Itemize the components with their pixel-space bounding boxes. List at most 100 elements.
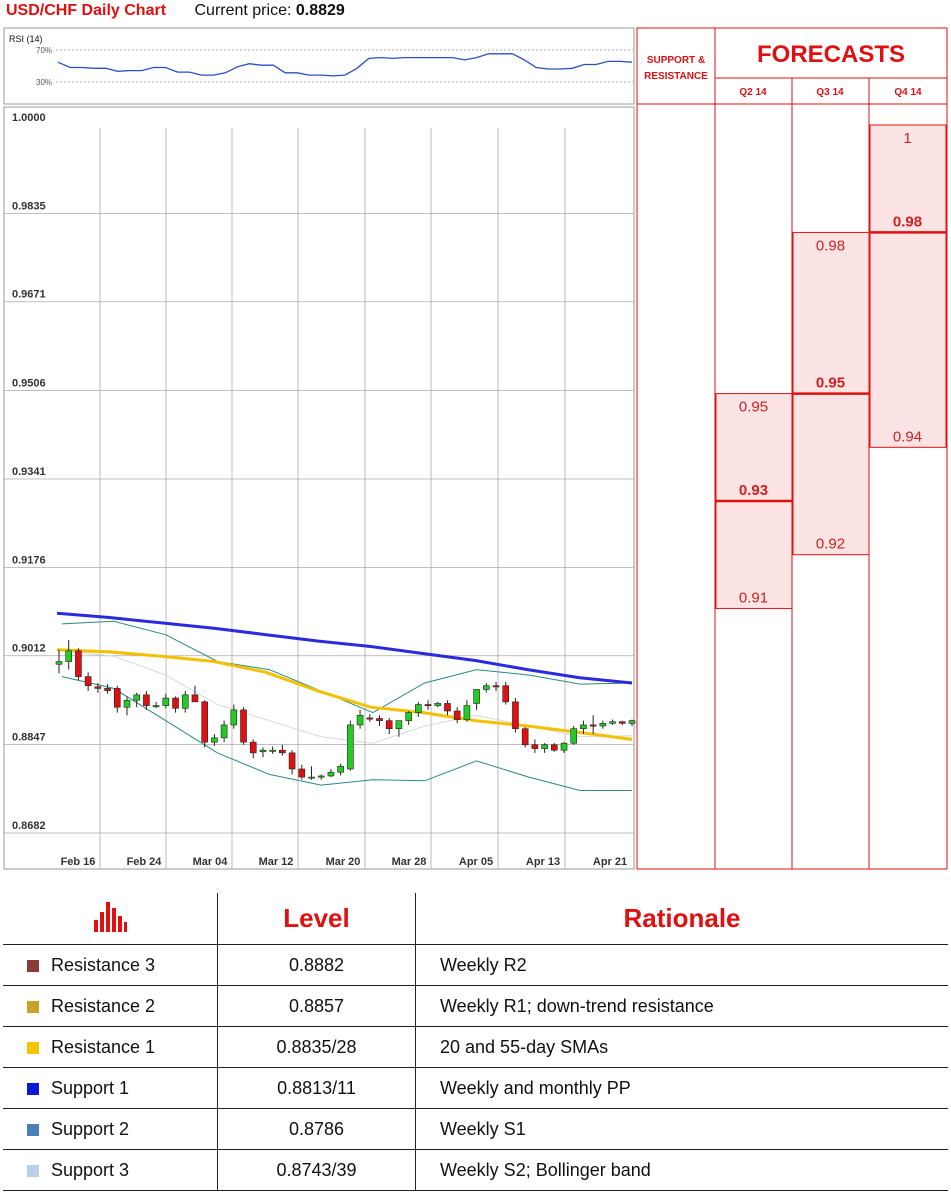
- forecast-range-3: 0.98 0.95 0.92: [792, 231, 870, 556]
- level-rationale: Weekly S1: [415, 1108, 948, 1150]
- quarter-q4-label: Q4 14: [894, 87, 922, 98]
- candle: [201, 700, 208, 748]
- candle: [249, 739, 257, 759]
- y-tick-label: 0.8847: [12, 731, 46, 743]
- candle: [628, 719, 636, 727]
- level-row: Resistance 2 0.8857 Weekly R1; down-trend …: [3, 985, 948, 1027]
- rationale-header: Rationale: [415, 893, 948, 945]
- candle: [104, 684, 111, 694]
- candle: [65, 640, 73, 670]
- candle: [288, 750, 296, 775]
- level-color-swatch: [27, 1041, 39, 1054]
- forecast-mid: 0.95: [816, 375, 845, 392]
- chart-header: USD/CHF Daily Chart Current price: 0.882…: [6, 2, 345, 26]
- candle: [395, 720, 403, 737]
- x-tick-label: Feb 24: [127, 856, 163, 868]
- y-tick-label: 0.9671: [12, 289, 46, 301]
- x-tick-label: Apr 13: [526, 856, 560, 868]
- candle: [123, 696, 131, 716]
- level-color-swatch: [27, 1123, 39, 1136]
- candle: [551, 743, 558, 752]
- candle: [298, 764, 306, 780]
- candle: [191, 685, 199, 703]
- forecast-low: 0.94: [893, 428, 922, 445]
- candle: [502, 681, 510, 705]
- candle: [172, 696, 179, 713]
- x-tick-label: Mar 20: [326, 856, 361, 868]
- candle: [162, 693, 170, 709]
- candle: [531, 739, 539, 753]
- forecast-mid: 0.93: [739, 482, 768, 499]
- candle: [463, 700, 471, 722]
- level-name: Support 2: [51, 1118, 130, 1139]
- x-tick-label: Apr 05: [459, 856, 493, 868]
- x-tick-label: Mar 04: [193, 856, 229, 868]
- forecast-high: 1: [903, 130, 911, 147]
- level-row: Resistance 1 0.8835/28 20 and 55-day SMAs: [3, 1026, 948, 1068]
- x-tick-label: Feb 16: [61, 856, 96, 868]
- candle: [317, 774, 325, 780]
- candle: [434, 701, 442, 708]
- level-row: Resistance 3 0.8882 Weekly R2: [3, 944, 948, 986]
- candle: [181, 691, 189, 713]
- candle: [560, 742, 568, 753]
- rsi-level-30: 30%: [36, 78, 52, 87]
- quarter-q3-label: Q3 14: [816, 87, 844, 98]
- x-tick-label: Mar 28: [392, 856, 427, 868]
- sr-label-line1: SUPPORT &: [647, 55, 705, 66]
- forecast-low: 0.91: [739, 589, 768, 606]
- candle: [618, 720, 626, 725]
- level-row: Support 1 0.8813/11 Weekly and monthly PP: [3, 1067, 948, 1109]
- level-value: 0.8743/39: [217, 1149, 416, 1191]
- candle: [473, 689, 480, 710]
- candle: [347, 720, 354, 771]
- level-color-swatch: [27, 959, 39, 972]
- level-rationale: 20 and 55-day SMAs: [415, 1026, 948, 1068]
- quarter-q2-label: Q2 14: [739, 87, 767, 98]
- candle: [75, 648, 82, 681]
- bollinger-lower-band: [61, 676, 632, 791]
- rsi-label: RSI (14): [9, 34, 43, 44]
- forecast-high: 0.95: [739, 399, 768, 416]
- candle: [337, 763, 344, 776]
- candle: [55, 649, 63, 674]
- level-value: 0.8857: [217, 985, 416, 1027]
- candle: [269, 746, 276, 754]
- y-tick-label: 1.0000: [12, 112, 46, 124]
- level-rationale: Weekly S2; Bollinger band: [415, 1149, 948, 1191]
- bollinger-upper-band: [61, 620, 633, 714]
- candle: [308, 766, 315, 780]
- candle: [327, 768, 335, 778]
- level-name: Support 1: [51, 1077, 130, 1098]
- bar-chart-icon: [3, 893, 218, 945]
- candle: [230, 704, 238, 729]
- candle: [609, 719, 616, 725]
- level-value: 0.8813/11: [217, 1067, 416, 1109]
- candle: [240, 707, 247, 745]
- candle: [405, 710, 412, 725]
- forecast-low: 0.92: [816, 536, 845, 553]
- level-row: Support 3 0.8743/39 Weekly S2; Bollinger b…: [3, 1149, 948, 1191]
- level-color-swatch: [27, 1164, 39, 1177]
- level-value: 0.8786: [217, 1108, 416, 1150]
- y-tick-label: 0.9176: [12, 555, 46, 567]
- level-name: Resistance 3: [51, 954, 156, 975]
- candle: [415, 701, 422, 717]
- candle: [152, 701, 160, 709]
- candle: [220, 720, 228, 743]
- candle: [376, 715, 383, 727]
- rsi-line: [57, 53, 633, 77]
- forecast-range-4: 1 0.98 0.94: [869, 124, 947, 448]
- candle: [444, 700, 451, 716]
- level-rationale: Weekly and monthly PP: [415, 1067, 948, 1109]
- levels-table-header: Level Rationale: [3, 893, 948, 945]
- level-header: Level: [217, 893, 416, 945]
- level-value: 0.8882: [217, 944, 416, 986]
- forecast-range-2: 0.95 0.93 0.91: [715, 393, 793, 609]
- forecasts-title: FORECASTS: [757, 41, 905, 68]
- level-rationale: Weekly R1; down-trend resistance: [415, 985, 948, 1027]
- candle: [385, 717, 393, 735]
- forecast-high: 0.98: [816, 237, 845, 254]
- y-tick-label: 0.9012: [12, 643, 46, 655]
- rsi-level-70: 70%: [36, 46, 52, 55]
